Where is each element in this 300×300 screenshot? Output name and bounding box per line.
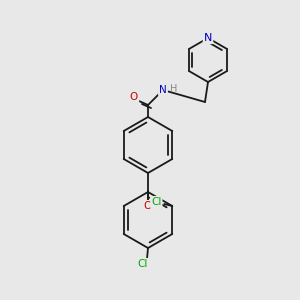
Text: O: O — [130, 92, 138, 102]
Text: Cl: Cl — [138, 259, 148, 269]
Text: O: O — [144, 201, 152, 211]
Text: Cl: Cl — [151, 197, 161, 207]
Text: H: H — [170, 84, 178, 94]
Text: N: N — [204, 33, 212, 43]
Text: N: N — [159, 85, 167, 95]
